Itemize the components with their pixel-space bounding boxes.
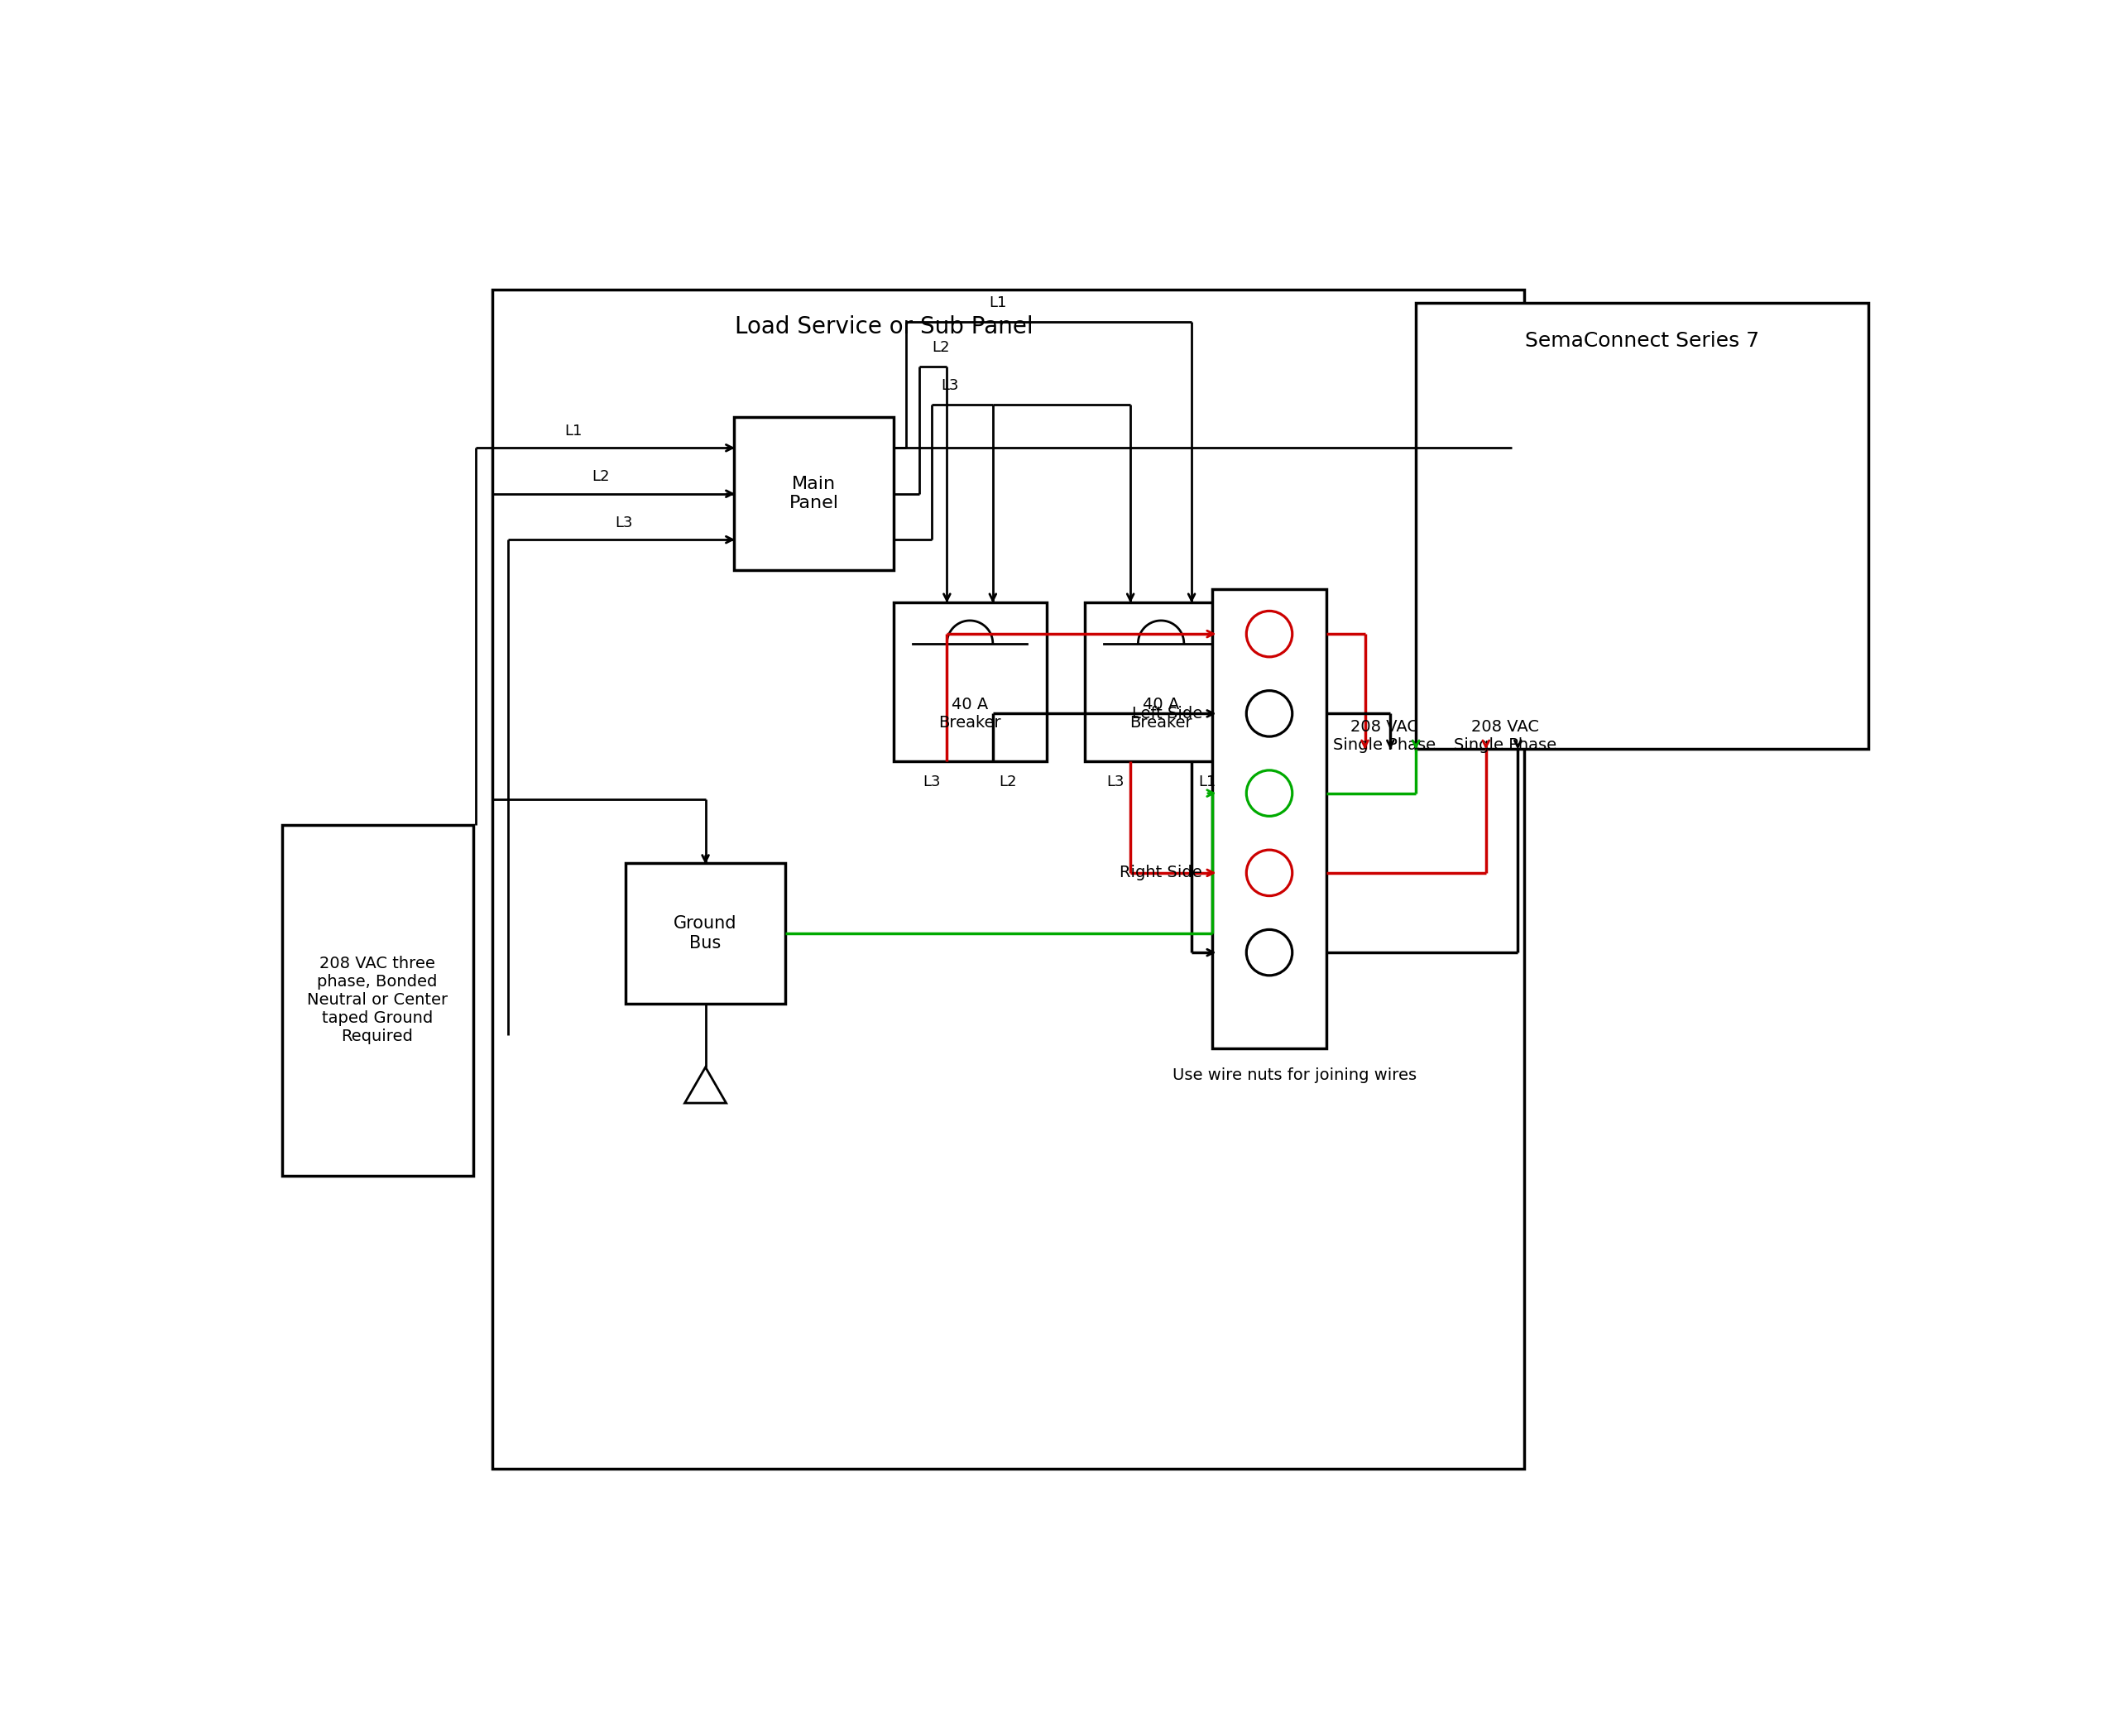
Text: 208 VAC three
phase, Bonded
Neutral or Center
taped Ground
Required: 208 VAC three phase, Bonded Neutral or C… [306,957,447,1045]
Text: SemaConnect Series 7: SemaConnect Series 7 [1526,332,1760,351]
Bar [893,602,1047,762]
Circle shape [1247,691,1291,736]
Polygon shape [686,1068,726,1102]
Text: L2: L2 [1000,774,1017,788]
Text: L2: L2 [933,340,949,354]
Circle shape [1247,771,1291,816]
Text: Left Side: Left Side [1131,707,1203,722]
Text: L3: L3 [1106,774,1125,788]
Text: Use wire nuts for joining wires: Use wire nuts for joining wires [1173,1068,1418,1083]
Bar [627,863,785,1003]
Circle shape [1247,929,1291,976]
Text: Main
Panel: Main Panel [789,476,838,512]
Bar [1085,602,1236,762]
Text: L3: L3 [941,378,958,392]
Text: L3: L3 [922,774,941,788]
Text: L3: L3 [614,516,633,529]
Bar [734,417,893,569]
Circle shape [1247,851,1291,896]
Bar [1416,302,1867,748]
Bar [492,290,1523,1469]
Text: 208 VAC
Single Phase: 208 VAC Single Phase [1454,719,1557,753]
Bar [1211,589,1327,1049]
Text: L1: L1 [990,295,1006,311]
Text: L1: L1 [1198,774,1215,788]
Text: 40 A
Breaker: 40 A Breaker [939,696,1000,731]
Text: Ground
Bus: Ground Bus [673,915,736,951]
Text: Load Service or Sub Panel: Load Service or Sub Panel [734,316,1034,339]
Text: L2: L2 [591,469,610,484]
Bar [283,825,473,1175]
Text: 40 A
Breaker: 40 A Breaker [1129,696,1192,731]
Text: 208 VAC
Single Phase: 208 VAC Single Phase [1334,719,1435,753]
Text: L1: L1 [563,424,582,437]
Text: Right Side: Right Side [1120,865,1203,880]
Circle shape [1247,611,1291,656]
